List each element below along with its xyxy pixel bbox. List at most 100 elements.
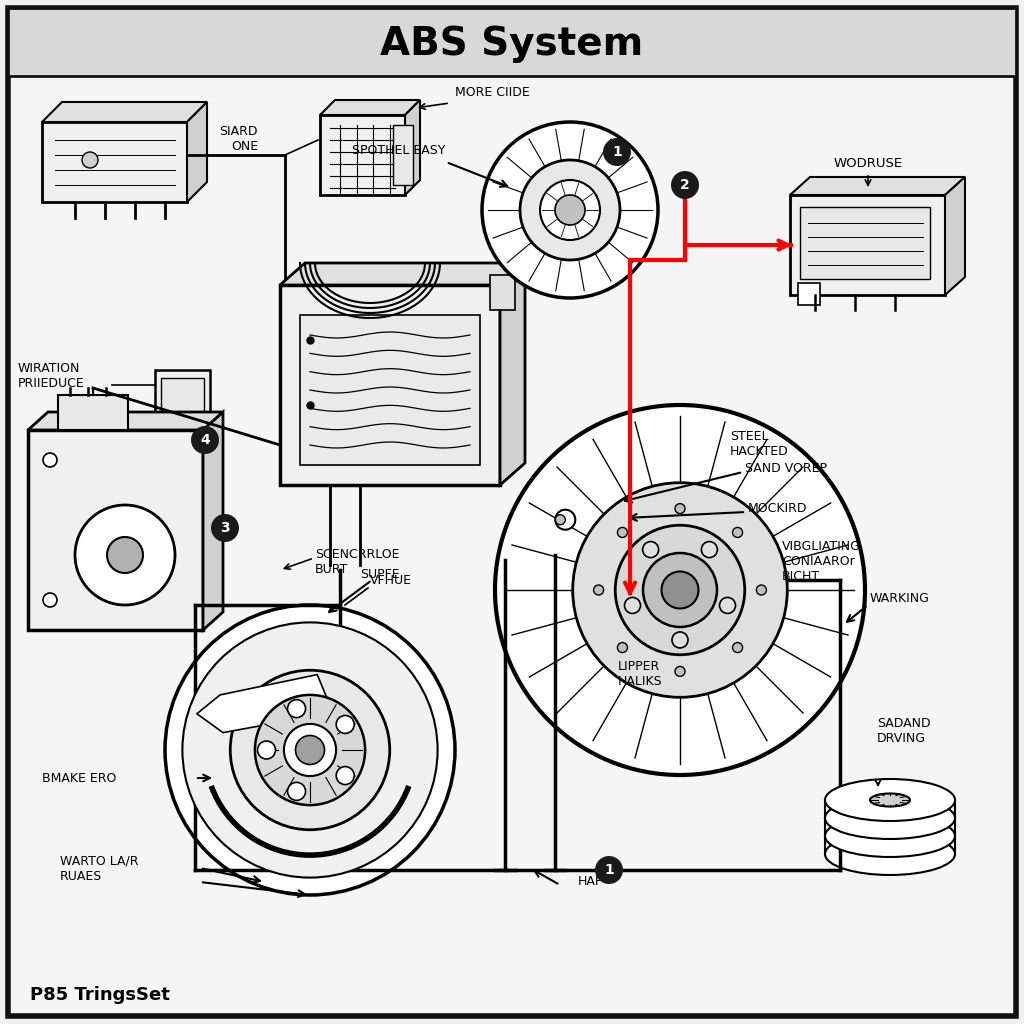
Text: SIARD
ONE: SIARD ONE <box>219 125 258 153</box>
Circle shape <box>662 571 698 608</box>
Polygon shape <box>280 263 525 285</box>
Circle shape <box>757 585 766 595</box>
Text: HAP: HAP <box>578 874 603 888</box>
Text: MORE CIIDE: MORE CIIDE <box>455 86 529 99</box>
Circle shape <box>675 667 685 677</box>
Circle shape <box>672 632 688 648</box>
Circle shape <box>720 597 735 613</box>
Circle shape <box>643 542 658 558</box>
Bar <box>393 125 413 185</box>
Polygon shape <box>203 412 223 630</box>
Circle shape <box>43 593 57 607</box>
Text: SADAND
DRVING: SADAND DRVING <box>877 717 931 745</box>
Circle shape <box>191 426 219 454</box>
Text: LIPPER
HALIKS: LIPPER HALIKS <box>618 660 663 688</box>
Circle shape <box>701 542 718 558</box>
Text: SCENCRRLOE
BURT: SCENCRRLOE BURT <box>315 548 399 575</box>
Circle shape <box>555 510 575 529</box>
Circle shape <box>288 699 305 718</box>
Circle shape <box>211 514 239 542</box>
Circle shape <box>671 171 699 199</box>
Text: 3: 3 <box>220 521 229 535</box>
Ellipse shape <box>825 833 955 874</box>
Circle shape <box>257 741 275 759</box>
Circle shape <box>732 642 742 652</box>
Text: STEEL
HACKTED: STEEL HACKTED <box>730 430 788 458</box>
Ellipse shape <box>870 794 910 807</box>
Circle shape <box>336 716 354 733</box>
Polygon shape <box>28 412 223 430</box>
Bar <box>8 8 1016 76</box>
Circle shape <box>106 537 143 573</box>
Circle shape <box>82 152 98 168</box>
Text: 1: 1 <box>604 863 613 877</box>
Bar <box>300 315 480 465</box>
Bar <box>161 378 204 414</box>
Polygon shape <box>197 675 328 732</box>
Text: BMAKE ERO: BMAKE ERO <box>42 771 117 784</box>
Bar <box>155 370 210 422</box>
Bar <box>490 275 515 310</box>
Bar <box>800 207 930 279</box>
Circle shape <box>617 527 628 538</box>
Ellipse shape <box>825 797 955 839</box>
Text: 2: 2 <box>680 178 690 193</box>
Ellipse shape <box>825 779 955 821</box>
Circle shape <box>43 453 57 467</box>
Text: SPOTHEL EASY: SPOTHEL EASY <box>351 143 445 157</box>
Text: MOCKIRD: MOCKIRD <box>748 502 808 514</box>
Circle shape <box>336 767 354 784</box>
Circle shape <box>495 406 865 775</box>
Circle shape <box>284 724 336 776</box>
Circle shape <box>230 671 390 829</box>
Text: P85 TringsSet: P85 TringsSet <box>30 986 170 1004</box>
Circle shape <box>617 642 628 652</box>
Circle shape <box>75 505 175 605</box>
Text: VFHUE: VFHUE <box>370 573 412 587</box>
Circle shape <box>520 160 620 260</box>
Bar <box>58 395 128 430</box>
Bar <box>798 283 820 305</box>
Text: VIBGLIATING
CONIAAROr
BICHT: VIBGLIATING CONIAAROr BICHT <box>782 540 861 583</box>
Text: SAND VOREP: SAND VOREP <box>745 462 827 474</box>
Polygon shape <box>187 102 207 202</box>
Circle shape <box>572 482 787 697</box>
Polygon shape <box>500 263 525 485</box>
Circle shape <box>594 585 603 595</box>
Text: SUPFE: SUPFE <box>360 568 399 581</box>
Bar <box>790 195 945 295</box>
Circle shape <box>643 553 717 627</box>
Polygon shape <box>790 177 965 195</box>
Circle shape <box>555 195 585 225</box>
Circle shape <box>675 504 685 514</box>
Polygon shape <box>406 100 420 195</box>
Circle shape <box>595 856 623 884</box>
Circle shape <box>625 597 640 613</box>
Polygon shape <box>945 177 965 295</box>
Text: 1: 1 <box>612 145 622 159</box>
Text: WIRATION
PRIIEDUCE: WIRATION PRIIEDUCE <box>18 362 85 390</box>
Circle shape <box>255 695 366 805</box>
Bar <box>42 122 187 202</box>
Text: WARKING: WARKING <box>870 592 930 604</box>
Text: 4: 4 <box>200 433 210 447</box>
Circle shape <box>296 735 325 765</box>
Circle shape <box>288 782 305 801</box>
Circle shape <box>603 138 631 166</box>
Circle shape <box>165 605 455 895</box>
Ellipse shape <box>825 815 955 857</box>
Circle shape <box>182 623 437 878</box>
Circle shape <box>555 515 565 524</box>
Bar <box>28 430 203 630</box>
Text: WARTO LA/R
RUAES: WARTO LA/R RUAES <box>60 855 138 883</box>
Text: WODRUSE: WODRUSE <box>834 157 902 170</box>
Polygon shape <box>42 102 207 122</box>
Circle shape <box>615 525 744 654</box>
Circle shape <box>540 180 600 240</box>
Circle shape <box>482 122 658 298</box>
Polygon shape <box>319 100 420 115</box>
Bar <box>280 285 500 485</box>
Text: ABS System: ABS System <box>380 25 644 63</box>
Bar <box>319 115 406 195</box>
Circle shape <box>732 527 742 538</box>
